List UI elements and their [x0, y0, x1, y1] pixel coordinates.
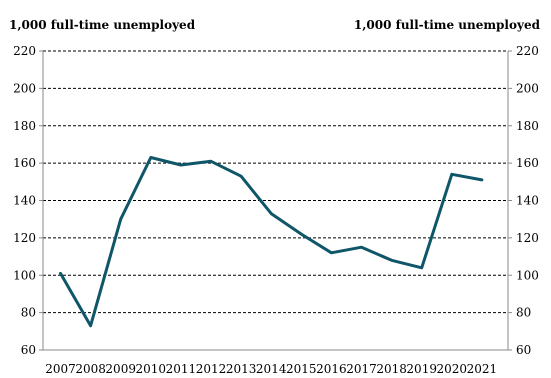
gridlines: [43, 50, 508, 314]
data-point-2016: [330, 251, 333, 255]
x-tick-label-2019: 2019: [406, 362, 437, 376]
data-point-2011: [179, 163, 183, 167]
x-tick-label-2012: 2012: [196, 362, 227, 376]
left-tick-label-200: 200: [13, 81, 36, 95]
right-tick-label-140: 140: [516, 194, 539, 208]
axes: [39, 50, 512, 351]
data-point-2017: [360, 246, 363, 249]
left-tick-label-120: 120: [13, 231, 36, 245]
x-tick-label-2015: 2015: [286, 362, 317, 376]
data-point-2018: [390, 259, 393, 262]
x-tick-label-2016: 2016: [316, 362, 347, 376]
series-group: [59, 156, 484, 328]
x-tick-label-2020: 2020: [437, 362, 468, 376]
right-y-ticks: 60 80 100 120 140 160 180 200 220: [516, 44, 539, 357]
x-tick-label-2009: 2009: [105, 362, 136, 376]
data-point-2009: [119, 217, 122, 221]
data-point-2015: [300, 232, 303, 236]
data-point-2014: [270, 212, 273, 215]
right-tick-label-160: 160: [516, 156, 539, 170]
x-tick-label-2021: 2021: [467, 362, 498, 376]
x-tick-label-2007: 2007: [45, 362, 76, 376]
left-tick-label-220: 220: [13, 44, 36, 58]
right-tick-label-100: 100: [516, 268, 539, 282]
right-tick-label-220: 220: [516, 44, 539, 58]
right-tick-label-120: 120: [516, 231, 539, 245]
data-point-2013: [239, 175, 243, 178]
left-tick-label-100: 100: [13, 268, 36, 282]
data-point-2008: [89, 324, 92, 327]
left-tick-label-180: 180: [13, 119, 36, 133]
x-tick-label-2011: 2011: [166, 362, 197, 376]
right-tick-label-200: 200: [516, 81, 539, 95]
x-tick-label-2014: 2014: [256, 362, 287, 376]
data-point-2010: [149, 156, 152, 159]
left-tick-label-140: 140: [13, 194, 36, 208]
left-axis-title: 1,000 full-time unemployed: [9, 18, 196, 32]
left-y-ticks: 60 80 100 120 140 160 180 200 220: [13, 44, 36, 357]
data-point-2007: [59, 272, 62, 275]
x-tick-label-2017: 2017: [346, 362, 377, 376]
left-tick-label-160: 160: [13, 156, 36, 170]
data-point-2019: [420, 266, 423, 269]
x-tick-label-2018: 2018: [376, 362, 407, 376]
right-tick-label-180: 180: [516, 119, 539, 133]
x-tick-label-2008: 2008: [75, 362, 106, 376]
data-point-2012: [209, 160, 213, 163]
x-ticks: 2007 2008 2009 2010 2011 2012 2013 2014 2015 2016…: [45, 362, 497, 376]
data-point-2021: [480, 178, 484, 182]
x-tick-label-2010: 2010: [136, 362, 167, 376]
right-tick-label-80: 80: [516, 306, 531, 320]
x-tick-label-2013: 2013: [226, 362, 257, 376]
left-tick-label-60: 60: [21, 343, 36, 357]
data-point-2020: [450, 173, 453, 176]
right-tick-label-60: 60: [516, 343, 531, 357]
left-tick-label-80: 80: [21, 306, 36, 320]
right-axis-title: 1,000 full-time unemployed: [354, 18, 541, 32]
